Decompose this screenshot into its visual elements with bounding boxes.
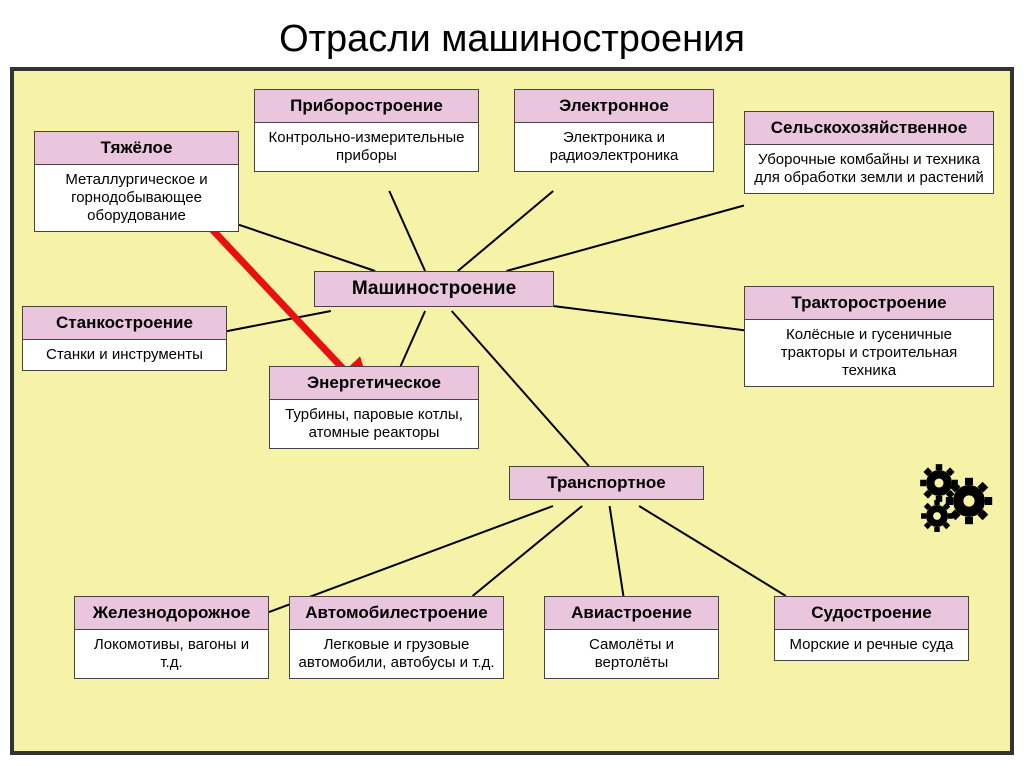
node-title: Машиностроение bbox=[315, 272, 553, 306]
node-desc: Станки и инструменты bbox=[23, 340, 226, 370]
gear-icon bbox=[909, 461, 999, 541]
node-desc: Локомотивы, вагоны и т.д. bbox=[75, 630, 268, 678]
node-desc: Легковые и грузовые автомобили, автобусы… bbox=[290, 630, 503, 678]
node-title: Судостроение bbox=[775, 597, 968, 630]
diagram-canvas: Машиностроение ТяжёлоеМеталлургическое и … bbox=[10, 67, 1014, 755]
node-instrument: ПриборостроениеКонтрольно-измерительные … bbox=[254, 89, 479, 172]
node-title: Приборостроение bbox=[255, 90, 478, 123]
node-transport: Транспортное bbox=[509, 466, 704, 500]
node-title: Энергетическое bbox=[270, 367, 478, 400]
node-title: Автомобилестроение bbox=[290, 597, 503, 630]
node-desc: Турбины, паровые котлы, атомные реакторы bbox=[270, 400, 478, 448]
node-desc: Контрольно-измерительные приборы bbox=[255, 123, 478, 171]
node-desc: Электроника и радиоэлектроника bbox=[515, 123, 713, 171]
node-electronic: ЭлектронноеЭлектроника и радиоэлектроник… bbox=[514, 89, 714, 172]
node-center: Машиностроение bbox=[314, 271, 554, 307]
node-rail: ЖелезнодорожноеЛокомотивы, вагоны и т.д. bbox=[74, 596, 269, 679]
node-desc: Самолёты и вертолёты bbox=[545, 630, 718, 678]
node-machine_tool: СтанкостроениеСтанки и инструменты bbox=[22, 306, 227, 371]
node-desc: Колёсные и гусеничные тракторы и строите… bbox=[745, 320, 993, 386]
node-energy: ЭнергетическоеТурбины, паровые котлы, ат… bbox=[269, 366, 479, 449]
node-title: Электронное bbox=[515, 90, 713, 123]
node-agri: СельскохозяйственноеУборочные комбайны и… bbox=[744, 111, 994, 194]
node-title: Станкостроение bbox=[23, 307, 226, 340]
node-title: Тракторостроение bbox=[745, 287, 993, 320]
node-desc: Уборочные комбайны и техника для обработ… bbox=[745, 145, 993, 193]
node-title: Транспортное bbox=[510, 467, 703, 499]
node-title: Авиастроение bbox=[545, 597, 718, 630]
node-ship: СудостроениеМорские и речные суда bbox=[774, 596, 969, 661]
node-title: Сельскохозяйственное bbox=[745, 112, 993, 145]
node-tractor: ТракторостроениеКолёсные и гусеничные тр… bbox=[744, 286, 994, 387]
page-title: Отрасли машиностроения bbox=[0, 0, 1024, 67]
node-title: Железнодорожное bbox=[75, 597, 268, 630]
node-auto: АвтомобилестроениеЛегковые и грузовые ав… bbox=[289, 596, 504, 679]
node-desc: Морские и речные суда bbox=[775, 630, 968, 660]
node-title: Тяжёлое bbox=[35, 132, 238, 165]
node-heavy: ТяжёлоеМеталлургическое и горнодобывающе… bbox=[34, 131, 239, 232]
node-desc: Металлургическое и горнодобывающее обору… bbox=[35, 165, 238, 231]
node-avia: АвиастроениеСамолёты и вертолёты bbox=[544, 596, 719, 679]
